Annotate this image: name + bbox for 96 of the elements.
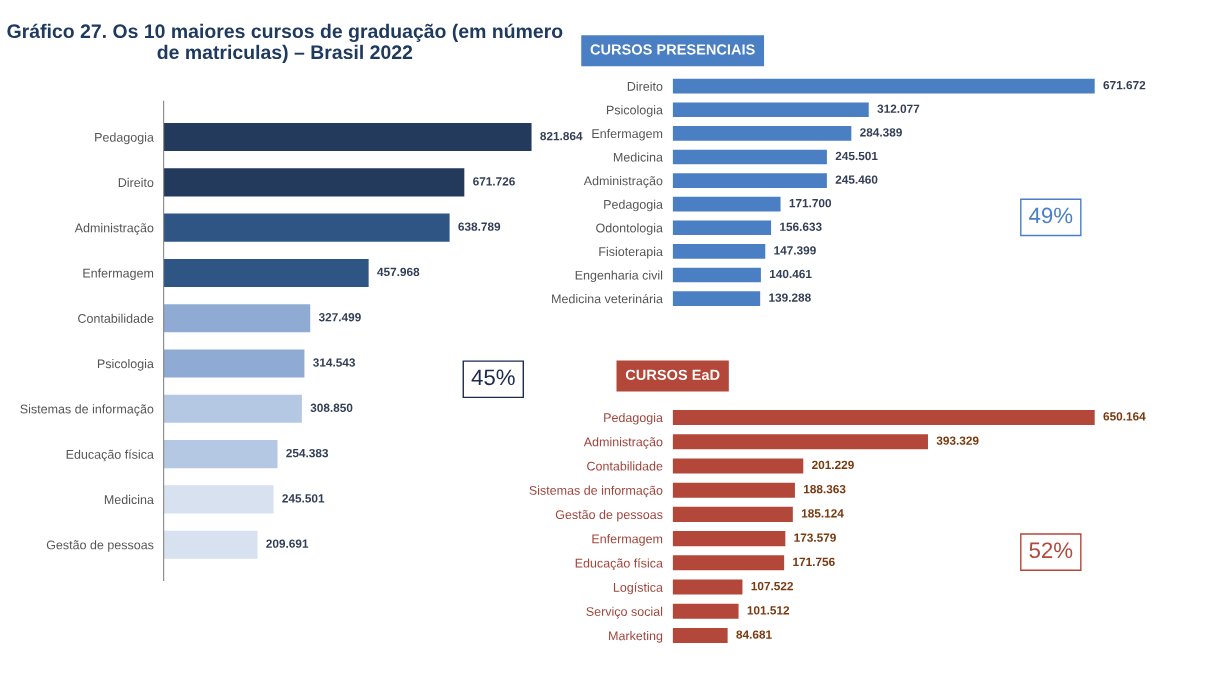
bar bbox=[672, 506, 793, 522]
data-label: 638.789 bbox=[458, 222, 501, 231]
y-tick-label: Educação física bbox=[66, 449, 154, 462]
bar bbox=[672, 102, 869, 118]
data-label: 201.229 bbox=[812, 460, 854, 470]
bar bbox=[672, 244, 766, 259]
data-label: 245.501 bbox=[282, 494, 325, 503]
y-tick-label: Fisioterapia bbox=[599, 246, 663, 259]
annotation: 52% bbox=[1029, 542, 1073, 559]
y-tick-label: Odontologia bbox=[596, 223, 663, 235]
data-label: 457.968 bbox=[377, 267, 420, 277]
data-label: 821.864 bbox=[540, 131, 583, 141]
y-tick-label: Contabilidade bbox=[78, 313, 154, 323]
bar bbox=[672, 78, 1095, 94]
y-tick-label: Logística bbox=[613, 582, 663, 595]
y-tick-label: Medicina bbox=[613, 152, 663, 162]
bar bbox=[163, 440, 278, 469]
data-label: 171.700 bbox=[789, 198, 832, 208]
bar bbox=[163, 304, 311, 333]
data-label: 308.850 bbox=[310, 403, 353, 412]
y-tick-label: Medicina bbox=[104, 494, 154, 505]
y-tick-label: Administração bbox=[583, 176, 663, 188]
bar bbox=[163, 530, 258, 559]
annotation: 45% bbox=[471, 369, 515, 386]
y-tick-label: Sistemas de informação bbox=[529, 485, 663, 498]
data-label: 101.512 bbox=[747, 606, 790, 615]
y-tick-label: Medicina veterinária bbox=[552, 293, 663, 304]
y-tick-label: Enfermagem bbox=[83, 268, 154, 281]
bar bbox=[672, 196, 781, 212]
bar bbox=[672, 579, 743, 595]
data-label: 245.460 bbox=[835, 175, 878, 184]
bar bbox=[672, 603, 739, 619]
y-tick-label: Gestão de pessoas bbox=[46, 540, 154, 552]
y-tick-label: Educação física bbox=[575, 558, 663, 571]
bar bbox=[672, 531, 786, 547]
data-label: 314.543 bbox=[313, 358, 356, 367]
y-tick-label: Psicologia bbox=[606, 105, 663, 117]
y-tick-label: Enfermagem bbox=[592, 534, 663, 546]
bar bbox=[163, 123, 532, 152]
data-label: 671.672 bbox=[1103, 80, 1146, 90]
data-label: 84.681 bbox=[736, 630, 772, 639]
data-label: 171.756 bbox=[793, 557, 835, 567]
bar bbox=[672, 434, 928, 450]
data-label: 327.499 bbox=[318, 313, 361, 322]
bar bbox=[163, 394, 302, 423]
y-tick-label: Administração bbox=[74, 223, 154, 235]
chart-title: CURSOS PRESENCIAIS bbox=[590, 44, 755, 55]
bar bbox=[163, 258, 369, 287]
y-tick-label: Direito bbox=[118, 177, 154, 188]
y-tick-label: Gestão de pessoas bbox=[555, 509, 663, 522]
data-label: 650.164 bbox=[1103, 412, 1146, 421]
data-label: 156.633 bbox=[780, 222, 822, 231]
bar bbox=[672, 555, 785, 571]
bar bbox=[672, 291, 761, 306]
bar bbox=[163, 349, 305, 378]
data-label: 209.691 bbox=[266, 539, 309, 548]
bar bbox=[672, 482, 795, 498]
chart-title: Gráfico 27. Os 10 maiores cursos de graduação (em número de matriculas) – Brasil 2022 bbox=[7, 23, 563, 63]
data-label: 173.579 bbox=[794, 533, 836, 542]
data-label: 140.461 bbox=[769, 269, 812, 279]
bar bbox=[672, 628, 728, 644]
y-tick-label: Sistemas de informação bbox=[20, 404, 154, 416]
bar bbox=[672, 267, 761, 283]
bar bbox=[672, 173, 827, 188]
bar bbox=[672, 126, 852, 141]
y-tick-label: Pedagogia bbox=[604, 412, 663, 425]
y-tick-label: Administração bbox=[583, 437, 663, 449]
data-label: 245.501 bbox=[835, 151, 878, 161]
data-label: 671.726 bbox=[473, 177, 515, 186]
y-tick-label: Pedagogia bbox=[95, 132, 154, 145]
bar bbox=[672, 409, 1095, 425]
y-tick-label: Engenharia civil bbox=[575, 270, 663, 283]
bar bbox=[672, 149, 827, 165]
y-tick-label: Contabilidade bbox=[587, 461, 663, 471]
y-tick-label: Marketing bbox=[609, 631, 663, 643]
data-label: 393.329 bbox=[936, 436, 979, 445]
data-label: 188.363 bbox=[804, 484, 846, 494]
y-tick-label: Pedagogia bbox=[604, 199, 663, 212]
y-tick-label: Serviço social bbox=[586, 606, 663, 619]
data-label: 284.389 bbox=[860, 128, 902, 137]
bar bbox=[672, 220, 772, 236]
data-label: 107.522 bbox=[751, 581, 793, 591]
data-label: 312.077 bbox=[877, 104, 920, 113]
bar bbox=[672, 458, 804, 474]
annotation: 49% bbox=[1029, 207, 1073, 224]
bar bbox=[163, 168, 465, 197]
y-tick-label: Psicologia bbox=[97, 358, 154, 371]
data-label: 147.399 bbox=[774, 246, 816, 255]
y-tick-label: Enfermagem bbox=[592, 128, 663, 141]
bar bbox=[163, 485, 274, 514]
chart-title: CURSOS EaD bbox=[625, 369, 720, 380]
data-label: 139.288 bbox=[769, 293, 811, 302]
data-label: 254.383 bbox=[286, 448, 329, 458]
bar bbox=[163, 213, 450, 242]
data-label: 185.124 bbox=[801, 509, 844, 518]
y-tick-label: Direito bbox=[627, 81, 663, 91]
